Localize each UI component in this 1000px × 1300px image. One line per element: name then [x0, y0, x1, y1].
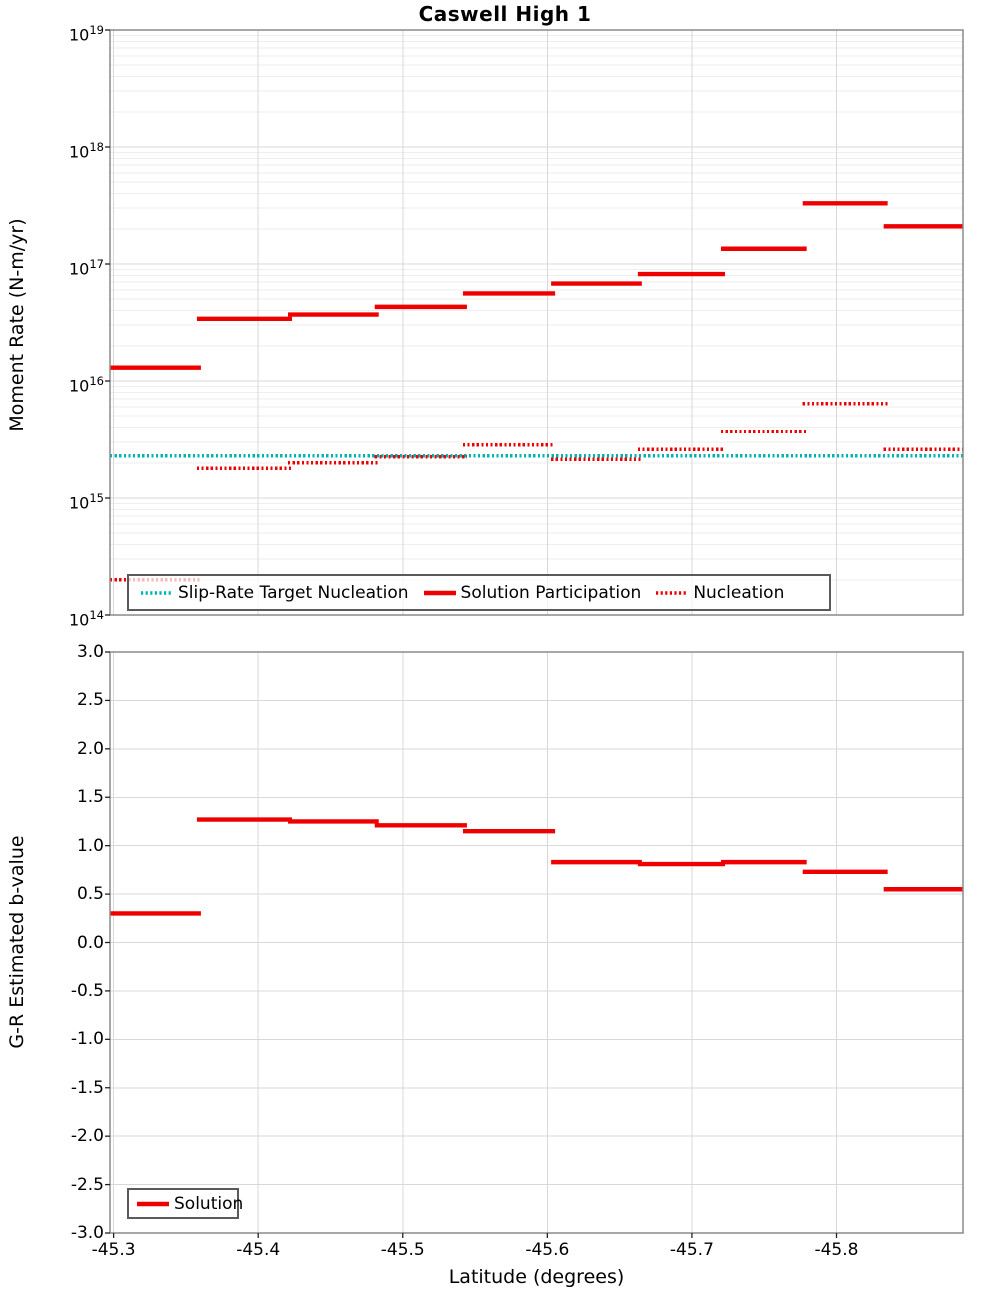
legend-entry: Solution	[135, 1194, 243, 1214]
y-tick-label: 0.5	[76, 884, 104, 905]
y-tick-label: 1017	[69, 257, 104, 279]
x-tick-label: -45.3	[91, 1240, 136, 1260]
top-plot-moment-rate	[105, 29, 964, 616]
x-tick-label: -45.5	[380, 1240, 425, 1260]
y-tick-label: -2.5	[70, 1174, 104, 1195]
legend-label: Solution Participation	[460, 582, 642, 603]
legend-label: Solution	[174, 1193, 244, 1214]
legend-entry: Solution Participation	[422, 582, 642, 603]
x-tick-label: -45.8	[814, 1240, 859, 1260]
y-tick-label: 1019	[69, 23, 104, 45]
y-tick-label: 1.0	[76, 835, 104, 856]
dotted-line-swatch	[141, 590, 173, 595]
y-tick-label: 3.0	[76, 642, 104, 662]
legend-label: Nucleation	[693, 582, 785, 603]
y-tick-label: 0.0	[76, 932, 104, 953]
x-axis-title: Latitude (degrees)	[448, 1266, 625, 1288]
y-tick-label: 1016	[69, 374, 104, 396]
bottom-plot-b-value	[105, 651, 964, 1238]
y-tick-label: 1015	[69, 491, 104, 513]
y-tick-label: 2.0	[76, 738, 104, 759]
y-tick-label: 1018	[69, 140, 104, 162]
dotted-line-swatch	[656, 590, 689, 595]
legend-entry: Slip-Rate Target Nucleation	[139, 583, 409, 603]
y-tick-label: -2.0	[70, 1126, 104, 1147]
top-chart-legend: Slip-Rate Target Nucleation Solution Part…	[127, 574, 831, 611]
y-tick-label: 1.5	[76, 787, 104, 808]
solid-line-swatch	[137, 1201, 169, 1206]
y-tick-label: -1.0	[70, 1029, 104, 1050]
y-tick-label: 2.5	[76, 690, 104, 711]
solid-line-swatch	[423, 590, 456, 595]
chart-title: Caswell High 1	[418, 2, 592, 26]
y-axis-title-moment-rate: Moment Rate (N-m/yr)	[6, 218, 28, 432]
legend-label: Slip-Rate Target Nucleation	[178, 582, 409, 603]
x-tick-label: -45.7	[669, 1240, 714, 1260]
y-tick-label: -1.5	[70, 1077, 104, 1098]
x-tick-label: -45.4	[236, 1240, 281, 1260]
y-tick-label: -3.0	[70, 1223, 104, 1243]
y-tick-label: 1014	[69, 608, 104, 630]
bottom-chart-legend: Solution	[127, 1188, 243, 1219]
x-tick-label: -45.6	[525, 1240, 570, 1260]
y-tick-label: -0.5	[70, 980, 104, 1001]
plot-frame	[109, 29, 964, 616]
legend-entry: Nucleation	[654, 583, 784, 603]
